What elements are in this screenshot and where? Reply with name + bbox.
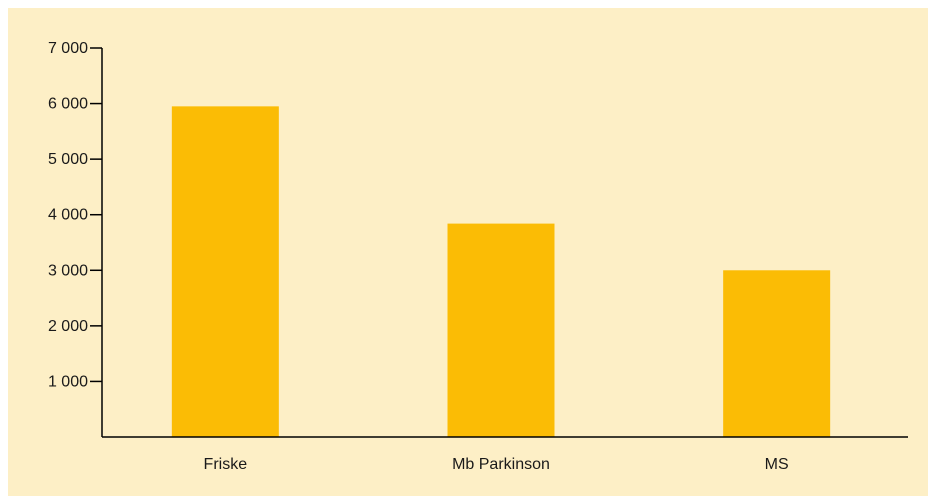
bar-ms <box>723 270 831 437</box>
bar-friske <box>171 106 279 437</box>
x-tick-label: Friske <box>204 456 248 473</box>
y-tick-label: 6 000 <box>48 96 88 113</box>
y-tick-label: 1 000 <box>48 373 88 390</box>
y-ticks-group: 1 000 2 000 3 000 4 000 5 000 6 000 7 000 <box>48 40 102 390</box>
y-tick-label: 7 000 <box>48 40 88 57</box>
x-tick-label: MS <box>765 456 789 473</box>
bars-group <box>171 106 831 437</box>
y-tick-label: 3 000 <box>48 262 88 279</box>
x-tick-label: Mb Parkinson <box>452 456 550 473</box>
axes-group <box>101 48 908 438</box>
y-tick-label: 5 000 <box>48 151 88 168</box>
y-tick-label: 4 000 <box>48 207 88 224</box>
bar-mb-parkinson <box>447 223 555 437</box>
y-tick-label: 2 000 <box>48 318 88 335</box>
x-labels-group: Friske Mb Parkinson MS <box>204 456 789 473</box>
